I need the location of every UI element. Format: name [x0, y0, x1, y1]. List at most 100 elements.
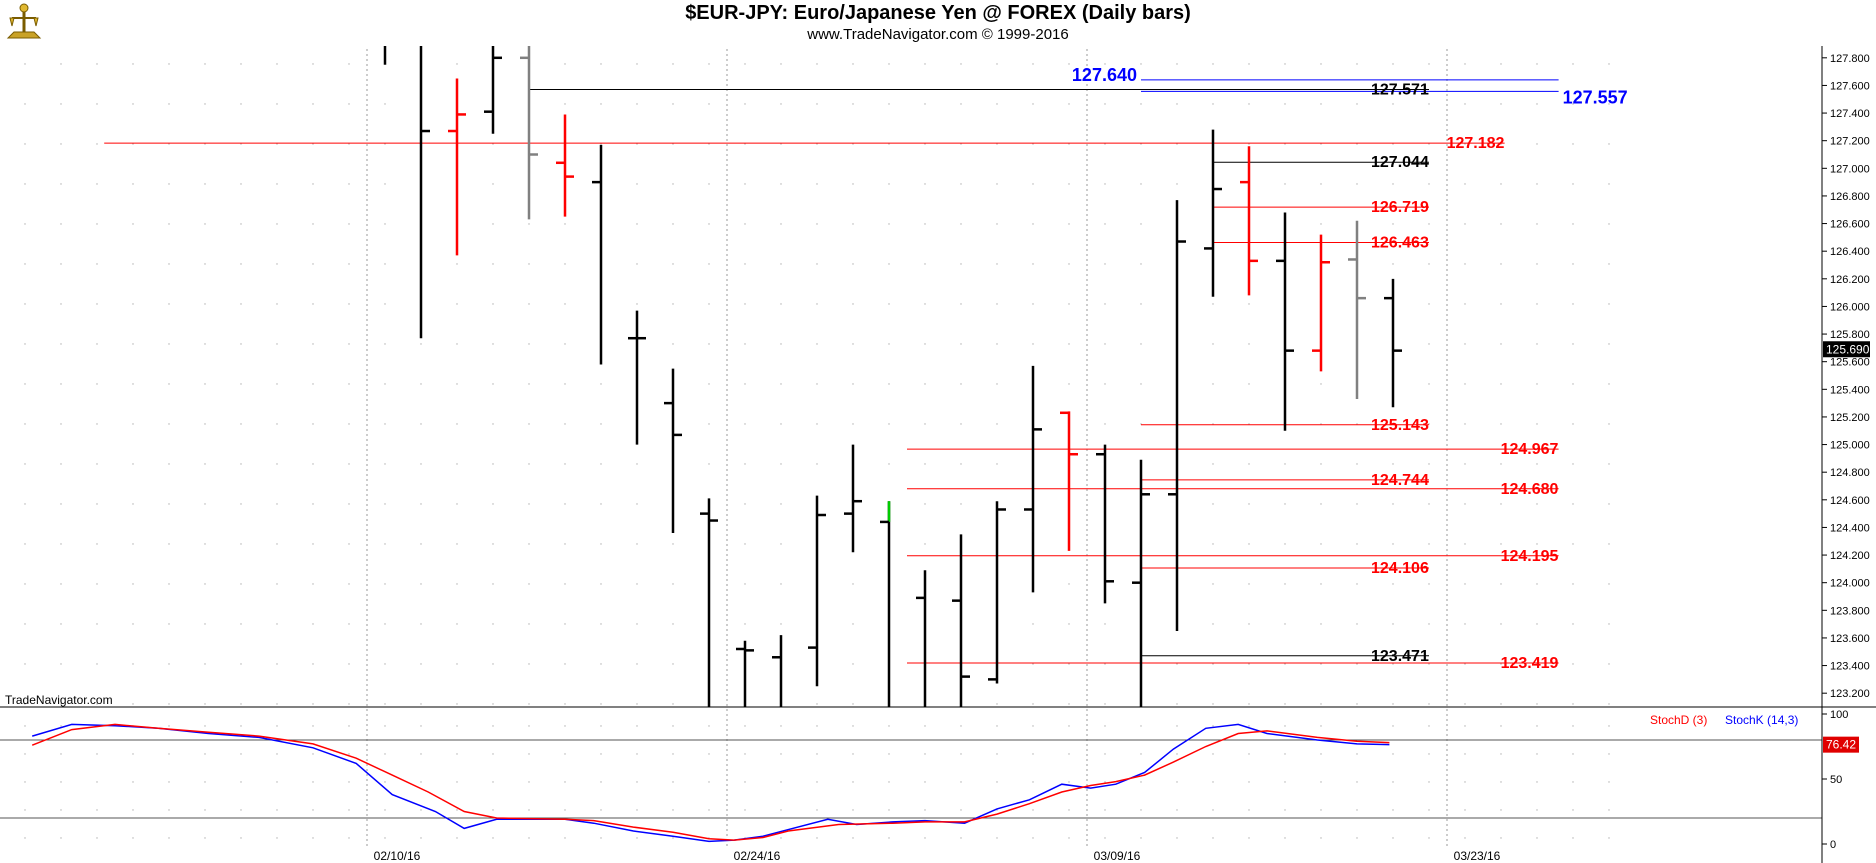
grid-dot [816, 423, 818, 425]
grid-dot [996, 303, 998, 305]
grid-dot [204, 703, 206, 705]
grid-dot [204, 183, 206, 185]
grid-dot [24, 583, 26, 585]
grid-dot [744, 543, 746, 545]
grid-dot [60, 223, 62, 225]
grid-dot [1068, 663, 1070, 665]
grid-dot [96, 423, 98, 425]
grid-dot [816, 809, 818, 811]
grid-dot [816, 103, 818, 105]
grid-dot [888, 183, 890, 185]
grid-dot [384, 809, 386, 811]
grid-dot [240, 725, 242, 727]
grid-dot [1536, 383, 1538, 385]
grid-dot [924, 183, 926, 185]
grid-dot [96, 343, 98, 345]
grid-dot [348, 753, 350, 755]
grid-dot [1176, 837, 1178, 839]
grid-dot [1212, 383, 1214, 385]
grid-dot [960, 223, 962, 225]
grid-dot [456, 725, 458, 727]
y-tick-label: 127.800 [1830, 53, 1870, 65]
grid-dot [276, 725, 278, 727]
grid-dot [132, 63, 134, 65]
grid-dot [888, 837, 890, 839]
chart-title: $EUR-JPY: Euro/Japanese Yen @ FOREX (Dai… [685, 2, 1191, 24]
y-tick-label: 124.600 [1830, 495, 1870, 507]
grid-dot [420, 623, 422, 625]
grid-dot [168, 663, 170, 665]
grid-dot [1356, 753, 1358, 755]
grid-dot [1212, 809, 1214, 811]
grid-dot [1392, 703, 1394, 705]
grid-dot [924, 837, 926, 839]
grid-dot [1140, 809, 1142, 811]
grid-dot [348, 103, 350, 105]
grid-dot [960, 837, 962, 839]
grid-dot [168, 63, 170, 65]
grid-dot [1104, 725, 1106, 727]
grid-dot [132, 343, 134, 345]
y-tick-label: 124.000 [1830, 578, 1870, 590]
grid-dot [564, 343, 566, 345]
grid-dot [744, 383, 746, 385]
grid-dot [1464, 103, 1466, 105]
grid-dot [456, 781, 458, 783]
y-tick-label: 126.600 [1830, 219, 1870, 231]
grid-dot [888, 463, 890, 465]
grid-dot [600, 725, 602, 727]
grid-dot [384, 663, 386, 665]
grid-dot [204, 303, 206, 305]
grid-dot [132, 781, 134, 783]
grid-dot [456, 837, 458, 839]
grid-dot [384, 383, 386, 385]
grid-dot [348, 303, 350, 305]
grid-dot [1032, 663, 1034, 665]
grid-dot [24, 343, 26, 345]
grid-dot [1500, 103, 1502, 105]
grid-dot [168, 423, 170, 425]
grid-dot [132, 103, 134, 105]
grid-dot [1500, 463, 1502, 465]
grid-dot [960, 103, 962, 105]
grid-dot [276, 663, 278, 665]
grid-dot [600, 583, 602, 585]
grid-dot [1104, 423, 1106, 425]
grid-dot [1608, 837, 1610, 839]
grid-dot [168, 303, 170, 305]
grid-dot [528, 223, 530, 225]
grid-dot [1212, 703, 1214, 705]
grid-dot [1284, 663, 1286, 665]
grid-dot [1032, 103, 1034, 105]
grid-dot [456, 663, 458, 665]
grid-dot [24, 837, 26, 839]
grid-dot [1464, 343, 1466, 345]
grid-dot [528, 263, 530, 265]
grid-dot [1428, 503, 1430, 505]
grid-dot [420, 837, 422, 839]
grid-dot [1140, 263, 1142, 265]
grid-dot [780, 183, 782, 185]
grid-dot [672, 223, 674, 225]
grid-dot [240, 423, 242, 425]
grid-dot [600, 63, 602, 65]
grid-dot [1320, 183, 1322, 185]
grid-dot [132, 503, 134, 505]
grid-dot [1536, 183, 1538, 185]
grid-dot [384, 583, 386, 585]
grid-dot [1356, 503, 1358, 505]
grid-dot [780, 263, 782, 265]
grid-dot [456, 463, 458, 465]
grid-dot [1284, 183, 1286, 185]
grid-dot [420, 703, 422, 705]
grid-dot [1428, 809, 1430, 811]
grid-dot [60, 423, 62, 425]
grid-dot [276, 223, 278, 225]
grid-dot [600, 809, 602, 811]
grid-dot [924, 543, 926, 545]
grid-dot [1212, 303, 1214, 305]
grid-dot [1032, 725, 1034, 727]
grid-dot [312, 383, 314, 385]
grid-dot [960, 753, 962, 755]
grid-dot [96, 837, 98, 839]
